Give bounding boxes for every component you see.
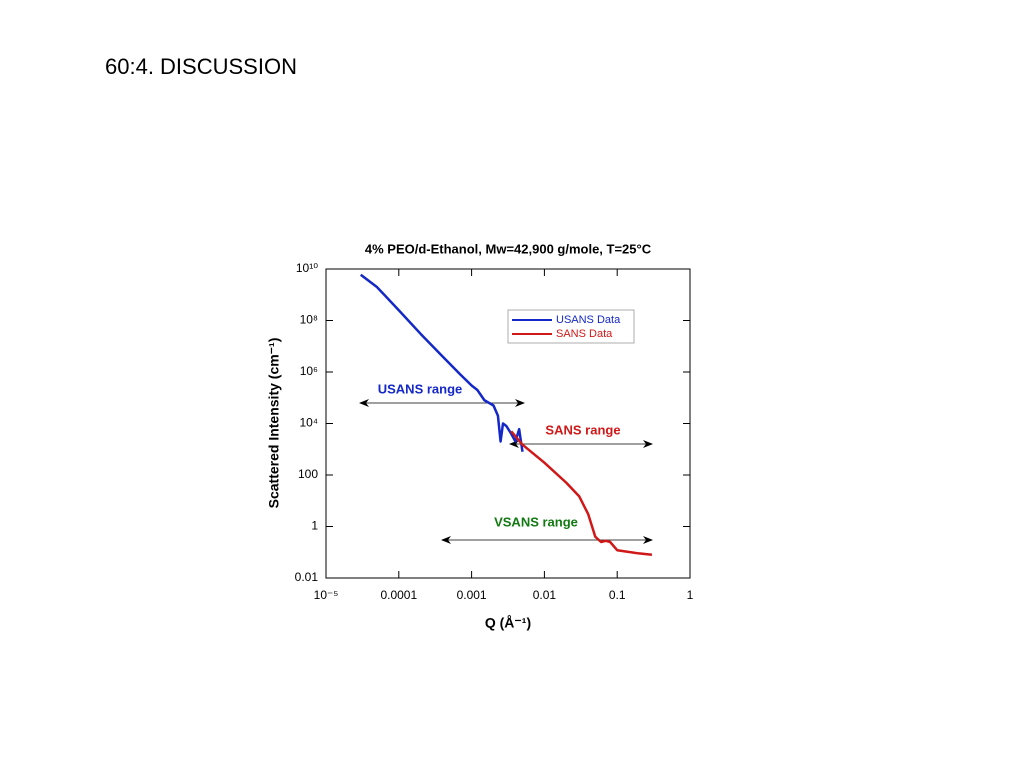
x-tick-label: 0.001 xyxy=(457,588,487,602)
x-tick-label: 10⁻⁵ xyxy=(314,588,339,602)
x-tick-label: 0.1 xyxy=(609,588,626,602)
chart-title: 4% PEO/d-Ethanol, Mw=42,900 g/mole, T=25… xyxy=(365,241,652,256)
x-axis-label: Q (Å⁻¹) xyxy=(485,615,531,631)
legend-box xyxy=(507,309,635,344)
data-line xyxy=(359,273,524,452)
y-tick-label: 100 xyxy=(298,467,318,481)
legend-label: SANS Data xyxy=(556,328,613,340)
y-tick-label: 10¹⁰ xyxy=(296,261,318,275)
x-tick-label: 0.0001 xyxy=(380,588,417,602)
y-tick-label: 0.01 xyxy=(295,570,319,584)
annotation: SANS range xyxy=(545,422,620,437)
x-tick-label: 0.01 xyxy=(533,588,557,602)
y-axis-label: Scattered Intensity (cm⁻¹) xyxy=(266,338,282,509)
annotation: VSANS range xyxy=(494,514,578,529)
x-tick-label: 1 xyxy=(687,588,694,602)
data-line xyxy=(510,430,653,556)
y-tick-label: 10⁸ xyxy=(300,313,318,327)
y-tick-label: 10⁴ xyxy=(299,416,318,430)
annotation: USANS range xyxy=(378,381,463,396)
legend-label: USANS Data xyxy=(556,314,621,326)
y-tick-label: 10⁶ xyxy=(300,364,318,378)
slide-heading: 60:4. DISCUSSION xyxy=(105,54,297,79)
y-tick-label: 1 xyxy=(311,519,318,533)
